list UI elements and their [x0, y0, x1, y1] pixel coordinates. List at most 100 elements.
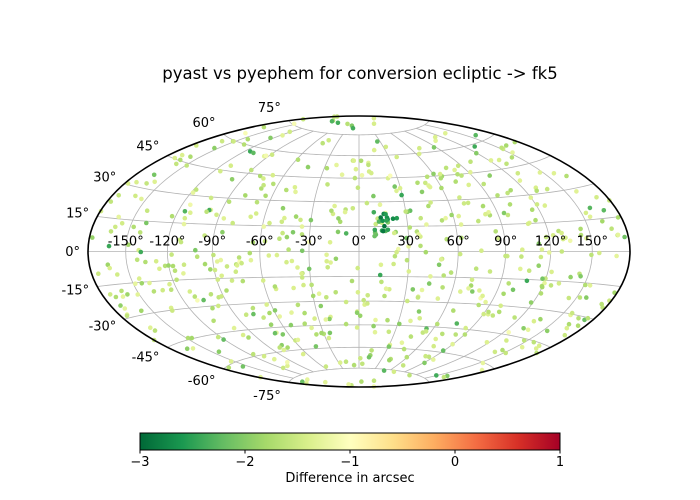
data-point: [428, 274, 433, 279]
data-point: [410, 287, 416, 292]
data-point: [248, 214, 253, 220]
data-point: [226, 365, 232, 371]
data-point: [563, 235, 568, 241]
data-point: [416, 151, 422, 157]
data-point: [343, 359, 349, 365]
data-point: [449, 212, 454, 218]
data-point: [496, 309, 502, 315]
data-point: [174, 277, 179, 283]
data-point: [320, 140, 326, 146]
data-point: [538, 316, 543, 322]
data-point: [194, 254, 200, 259]
data-point: [288, 322, 294, 328]
meridian-gridline: [390, 132, 459, 371]
lon-tick-label: -30°: [295, 235, 323, 250]
data-point: [160, 287, 165, 293]
data-point: [349, 278, 355, 284]
data-point: [455, 163, 461, 169]
data-point: [90, 235, 95, 240]
data-point: [615, 215, 621, 220]
data-point: [113, 224, 118, 230]
data-point: [544, 186, 550, 192]
data-point: [373, 221, 379, 227]
colorbar-tick-label: −2: [235, 455, 254, 470]
data-point: [247, 250, 253, 256]
data-point: [495, 193, 500, 198]
data-point: [382, 293, 387, 299]
data-point: [333, 290, 339, 295]
data-point: [529, 207, 535, 212]
data-point: [208, 292, 214, 297]
data-point: [472, 144, 478, 149]
data-point: [408, 318, 413, 324]
data-point: [301, 282, 306, 288]
data-point: [583, 282, 588, 288]
data-point: [229, 278, 235, 283]
data-point: [136, 276, 142, 281]
data-point: [181, 262, 187, 268]
data-point: [231, 325, 237, 331]
data-point: [263, 153, 269, 159]
data-point: [226, 199, 232, 204]
graticule: [88, 120, 630, 383]
data-point: [167, 281, 172, 287]
data-point: [170, 263, 176, 269]
data-point: [107, 292, 113, 297]
data-point: [271, 181, 276, 187]
data-point: [394, 215, 400, 221]
data-point: [328, 260, 333, 265]
data-point: [133, 281, 138, 287]
data-point: [248, 257, 254, 263]
data-point: [438, 257, 444, 262]
data-point: [538, 254, 544, 260]
data-point: [542, 280, 547, 286]
data-point: [493, 229, 499, 234]
data-point: [376, 219, 382, 224]
data-point: [548, 283, 554, 288]
data-point: [295, 265, 300, 270]
data-point: [524, 278, 530, 284]
data-point: [305, 164, 311, 170]
data-point: [537, 170, 543, 175]
data-point: [510, 287, 516, 293]
data-point: [401, 346, 407, 352]
lat-tick-label: 45°: [136, 140, 159, 155]
data-point: [474, 150, 479, 156]
data-point: [234, 263, 240, 268]
longitude-tick-labels: -150° -120° -90° -60° -30° 0° 30° 60° 90° 120° 150…: [108, 235, 608, 250]
data-point: [538, 291, 544, 296]
data-point: [343, 299, 349, 305]
data-point: [269, 152, 275, 157]
data-point: [134, 257, 140, 263]
data-point: [335, 229, 341, 235]
data-point: [391, 230, 397, 236]
data-point: [324, 252, 329, 258]
data-point: [487, 173, 493, 178]
data-point: [399, 340, 405, 346]
data-point: [261, 182, 266, 188]
data-point: [373, 317, 378, 323]
data-point: [520, 247, 525, 252]
data-point: [377, 272, 383, 278]
data-point: [300, 379, 305, 385]
data-point: [261, 176, 266, 181]
data-point: [178, 157, 183, 163]
data-point: [286, 247, 291, 252]
data-point: [364, 200, 370, 206]
data-point: [224, 288, 229, 293]
data-point: [282, 215, 287, 221]
data-point: [243, 130, 248, 136]
data-point: [257, 173, 263, 179]
data-point: [462, 332, 468, 337]
data-point: [202, 233, 207, 238]
data-point: [599, 301, 604, 307]
data-point: [559, 230, 564, 236]
data-point: [229, 177, 235, 182]
data-point: [266, 253, 272, 258]
data-point: [292, 185, 298, 190]
data-point: [289, 258, 295, 264]
data-point: [574, 189, 579, 194]
data-point: [272, 284, 278, 289]
data-point: [585, 315, 591, 321]
